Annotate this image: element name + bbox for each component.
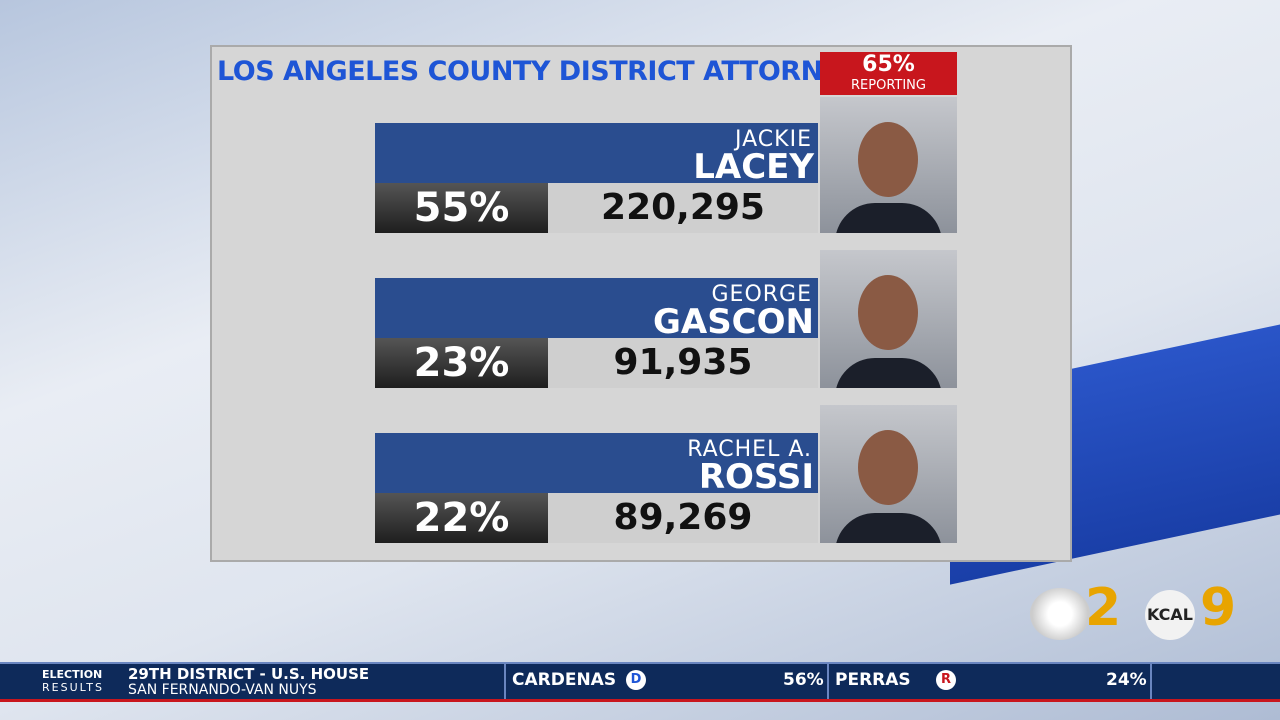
party: R: [936, 670, 956, 690]
photo-body: [835, 203, 942, 233]
percent: 55%: [375, 183, 548, 233]
photo-body: [835, 358, 942, 388]
divider: [827, 664, 829, 699]
photo-head: [858, 275, 918, 350]
area: SAN FERNANDO-VAN NUYS: [128, 682, 317, 698]
photo-head: [858, 122, 918, 197]
first-name: GEORGE: [711, 282, 812, 307]
name-bar: JACKIE LACEY: [375, 123, 818, 187]
name-bar: GEORGE GASCON: [375, 278, 818, 342]
percent: 56%: [783, 670, 824, 690]
reporting-percent: 65%: [862, 52, 915, 77]
title: LOS ANGELES COUNTY DISTRICT ATTORNEY: [217, 56, 860, 87]
votes: 89,269: [548, 493, 818, 543]
race: 29TH DISTRICT - U.S. HOUSE: [128, 665, 370, 683]
candidate-name: PERRAS: [835, 670, 911, 690]
last-name: ROSSI: [698, 457, 814, 497]
first-name: JACKIE: [735, 127, 812, 152]
reporting-label: REPORTING: [851, 78, 926, 93]
percent: 24%: [1106, 670, 1147, 690]
votes: 220,295: [548, 183, 818, 233]
divider: [1150, 664, 1152, 699]
votes: 91,935: [548, 338, 818, 388]
kcal-logo: KCAL: [1145, 590, 1195, 640]
ticker-label: ELECTION: [42, 668, 103, 681]
candidate-name: CARDENAS: [512, 670, 617, 690]
party: D: [626, 670, 646, 690]
divider: [504, 664, 506, 699]
percent: 22%: [375, 493, 548, 543]
candidate-photo: [820, 97, 957, 233]
ticker: ELECTION RESULTS 29TH DISTRICT - U.S. HO…: [0, 662, 1280, 702]
ticker-label: RESULTS: [42, 681, 104, 694]
last-name: GASCON: [652, 302, 814, 342]
cbs-eye: [1030, 588, 1090, 640]
reporting-box: 65% REPORTING: [820, 52, 957, 95]
candidate-photo: [820, 250, 957, 388]
cbs-number: 2: [1085, 578, 1122, 638]
photo-body: [835, 513, 942, 543]
name-bar: RACHEL A. ROSSI: [375, 433, 818, 497]
kcal-number: 9: [1200, 578, 1237, 638]
photo-head: [858, 430, 918, 505]
percent: 23%: [375, 338, 548, 388]
last-name: LACEY: [693, 147, 814, 187]
first-name: RACHEL A.: [687, 437, 812, 462]
candidate-photo: [820, 405, 957, 543]
